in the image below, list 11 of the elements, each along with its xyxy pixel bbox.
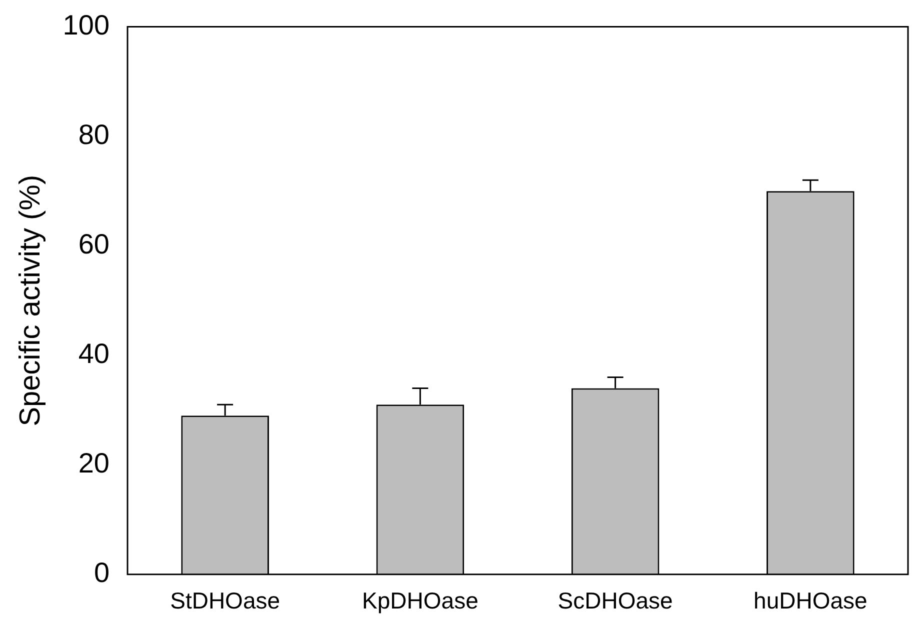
y-tick-label: 80 (78, 119, 110, 150)
x-tick-label: huDHOase (754, 588, 868, 614)
x-tick-label: KpDHOase (362, 588, 478, 614)
y-tick-label: 0 (94, 557, 110, 588)
y-axis-title: Specific activity (%) (14, 174, 46, 426)
y-tick-label: 60 (78, 228, 110, 260)
y-tick-label: 100 (62, 10, 110, 41)
x-tick-label: ScDHOase (558, 588, 673, 614)
x-tick-label: StDHOase (170, 588, 280, 614)
y-tick-label: 40 (78, 338, 110, 370)
y-tick-label: 20 (78, 448, 110, 479)
